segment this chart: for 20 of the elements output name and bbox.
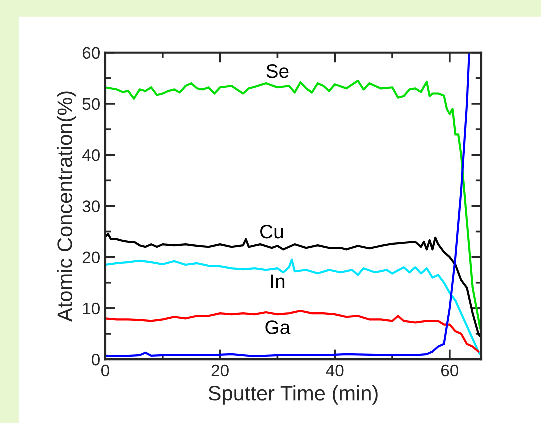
line-series <box>105 52 470 358</box>
x-tick-label: 40 <box>326 364 344 377</box>
x-axis-title: Sputter Time (min) <box>208 386 378 405</box>
series-label: Ga <box>266 320 291 334</box>
y-tick-label: 40 <box>82 150 100 162</box>
series-label: In <box>271 274 285 288</box>
x-tick-label: 0 <box>102 364 110 377</box>
y-tick-label: 0 <box>92 354 100 366</box>
y-tick-label: 50 <box>82 98 100 110</box>
y-axis-title: Atomic Concentration(%) <box>57 92 77 322</box>
x-tick-label: 60 <box>441 364 459 377</box>
series-label: Se <box>266 64 289 78</box>
y-tick-label: 20 <box>82 252 100 264</box>
y-tick-label: 30 <box>82 200 100 212</box>
line-series <box>105 258 482 356</box>
y-tick-label: 60 <box>82 47 100 60</box>
x-tick-label: 20 <box>212 364 229 377</box>
y-tick-label: 10 <box>83 302 100 315</box>
line-series <box>105 310 480 353</box>
series-label: Cu <box>260 224 284 239</box>
